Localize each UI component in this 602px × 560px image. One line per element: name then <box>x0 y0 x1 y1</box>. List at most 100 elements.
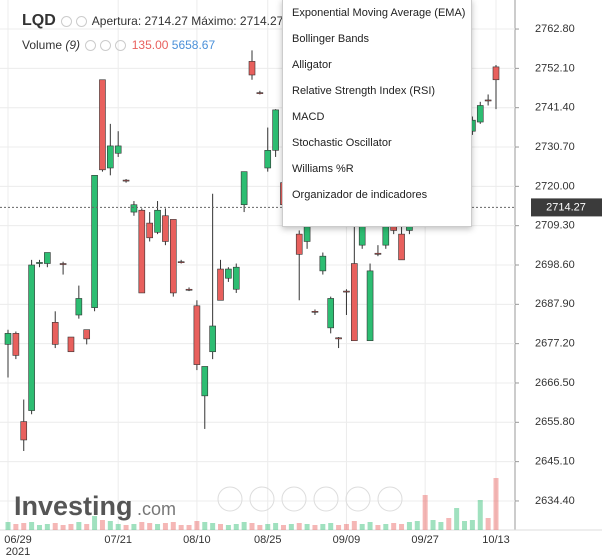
high-value: 2714.27 <box>239 14 284 28</box>
last-price-box <box>531 198 602 217</box>
x-tick-label: 08/10 <box>183 534 211 546</box>
candle-up <box>91 175 98 308</box>
volume-bar <box>406 522 412 530</box>
volume-bar <box>343 524 349 530</box>
volume-bar <box>123 525 129 530</box>
candle-down <box>256 92 264 94</box>
candle-up <box>209 325 216 353</box>
menu-item[interactable]: Exponential Moving Average (EMA) <box>292 7 466 19</box>
volume-bar <box>13 524 19 530</box>
candle-up <box>272 109 279 151</box>
volume-bar <box>454 508 460 530</box>
volume-bar <box>430 520 436 530</box>
high-label: Máximo: <box>191 14 237 28</box>
y-tick-label: 2720.00 <box>535 180 575 192</box>
menu-item[interactable]: Organizador de indicadores <box>292 189 428 201</box>
legend-row: LQD Apertura: 2714.27 Máximo: 2714.27 <box>22 12 283 30</box>
x-tick-label: 07/21 <box>104 534 132 546</box>
x-tick-label: 09/09 <box>333 534 361 546</box>
y-tick-label: 2634.40 <box>535 495 575 507</box>
candle-up <box>264 150 272 169</box>
candle-up <box>28 264 35 411</box>
nav-buttons[interactable] <box>217 486 403 512</box>
volume-bar <box>359 524 365 530</box>
y-tick-label: 2752.10 <box>535 62 575 74</box>
menu-item[interactable]: Alligator <box>292 59 332 71</box>
menu-item[interactable]: Bollinger Bands <box>292 33 370 45</box>
volume-bar <box>170 522 176 530</box>
candle-up <box>75 298 83 316</box>
candle-down <box>20 421 28 441</box>
candle-down <box>51 322 59 345</box>
menu-item[interactable]: Williams %R <box>292 163 354 175</box>
candle-up <box>319 255 327 272</box>
candle-up <box>44 252 51 264</box>
candle-down <box>398 233 405 261</box>
volume-bar <box>186 525 192 530</box>
candle-down <box>343 290 350 293</box>
volume-bar <box>68 524 74 530</box>
menu-item[interactable]: MACD <box>292 111 325 123</box>
y-tick-label: 2666.50 <box>535 377 575 389</box>
indicator-menu: Exponential Moving Average (EMA) Bollinge… <box>282 0 472 227</box>
candle-down <box>162 215 169 242</box>
volume-bar <box>383 524 389 530</box>
candle-down <box>122 179 130 182</box>
candle-up <box>232 266 240 290</box>
candle-down <box>138 209 146 294</box>
volume-bar <box>493 478 499 530</box>
volume-bar <box>29 522 35 530</box>
menu-item[interactable]: Relative Strength Index (RSI) <box>292 85 436 97</box>
logo: Investing .com <box>14 491 176 521</box>
candle-down <box>295 233 303 255</box>
x-tick-label: 06/29 <box>4 534 32 546</box>
candle-down <box>83 329 91 340</box>
volume-bar <box>312 525 318 530</box>
x-tick-label: 08/25 <box>254 534 282 546</box>
volume-bar <box>139 522 145 530</box>
candle-down <box>248 61 256 76</box>
candle-down <box>146 222 153 239</box>
volume-bar <box>194 521 200 530</box>
volume-bar <box>233 524 239 530</box>
candle-up <box>130 204 138 213</box>
volume-bar <box>60 525 66 530</box>
volume-bar <box>115 524 121 530</box>
candle-down <box>67 336 75 353</box>
menu-item[interactable]: Stochastic Oscillator <box>292 137 392 149</box>
candle-up <box>201 366 209 397</box>
y-tick-label: 2645.10 <box>535 456 575 468</box>
volume-bar <box>280 525 286 530</box>
volume-bar <box>477 500 483 530</box>
volume-bar <box>273 523 279 530</box>
volume-bar <box>107 521 113 530</box>
candle-down <box>484 99 492 102</box>
volume-bar <box>485 518 491 530</box>
symbol: LQD <box>22 12 56 29</box>
volume-bar <box>375 525 381 530</box>
logo-text: Investing <box>14 491 133 521</box>
candle-down <box>185 288 193 291</box>
candle-down <box>177 261 185 263</box>
volume-bar <box>414 521 420 530</box>
volume-ma: 5658.67 <box>171 38 216 52</box>
candle-up <box>154 209 161 233</box>
y-tick-label: 2709.30 <box>535 220 575 232</box>
volume-bar <box>21 523 27 530</box>
candle-up <box>327 298 335 329</box>
candle-up <box>366 270 374 342</box>
volume-bar <box>84 524 90 530</box>
last-price-label: 2714.27 <box>546 201 586 213</box>
volume-bar <box>241 522 247 530</box>
volume-bar <box>351 521 357 530</box>
volume-bar <box>265 524 271 530</box>
candle-down <box>335 337 342 340</box>
volume-bar <box>162 523 168 530</box>
y-tick-label: 2698.60 <box>535 259 575 271</box>
volume-bar <box>202 522 208 530</box>
volume-bar <box>52 523 58 530</box>
candle-down <box>217 268 224 301</box>
